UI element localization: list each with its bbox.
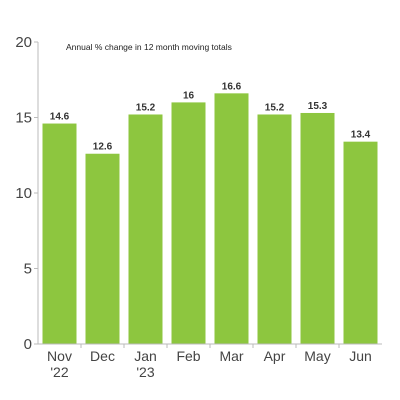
x-tick-label: Jun bbox=[349, 348, 372, 364]
bar bbox=[257, 114, 292, 344]
y-tick-label: 20 bbox=[15, 34, 32, 51]
data-label: 13.4 bbox=[351, 130, 371, 141]
data-label: 15.3 bbox=[308, 101, 328, 112]
bar bbox=[300, 112, 335, 344]
x-tick-label: Dec bbox=[90, 348, 115, 364]
bar bbox=[128, 114, 163, 344]
y-tick-label: 5 bbox=[24, 261, 32, 278]
bars bbox=[42, 93, 378, 345]
data-label: 16.6 bbox=[222, 81, 242, 92]
x-tick-label: Mar bbox=[219, 348, 243, 364]
y-axis: 0 5 10 15 20 bbox=[15, 34, 39, 353]
bar bbox=[85, 153, 120, 344]
data-labels: 14.6 12.6 15.2 16 16.6 15.2 15.3 13.4 bbox=[50, 81, 371, 152]
y-tick-label: 10 bbox=[15, 185, 32, 202]
bar bbox=[214, 93, 249, 344]
x-tick-label: '23 bbox=[136, 364, 154, 380]
data-label: 15.2 bbox=[265, 102, 285, 113]
x-tick-label: May bbox=[304, 348, 330, 364]
x-tick-label: Apr bbox=[264, 348, 286, 364]
y-tick-label: 0 bbox=[24, 336, 32, 353]
bar bbox=[343, 141, 378, 344]
y-tick-label: 15 bbox=[15, 110, 32, 127]
bar bbox=[171, 102, 206, 345]
x-axis: Nov'22 Dec Jan'23 Feb Mar Apr May Jun bbox=[38, 343, 382, 380]
data-label: 15.2 bbox=[136, 102, 156, 113]
chart-subtitle: Annual % change in 12 month moving total… bbox=[66, 42, 232, 52]
x-tick-label: Jan bbox=[134, 348, 157, 364]
x-tick-label: Feb bbox=[176, 348, 200, 364]
data-label: 16 bbox=[183, 90, 195, 101]
bar bbox=[42, 123, 77, 344]
x-tick-label: Nov bbox=[47, 348, 72, 364]
data-label: 12.6 bbox=[93, 142, 113, 153]
x-tick-label: '22 bbox=[50, 364, 68, 380]
data-label: 14.6 bbox=[50, 112, 70, 123]
